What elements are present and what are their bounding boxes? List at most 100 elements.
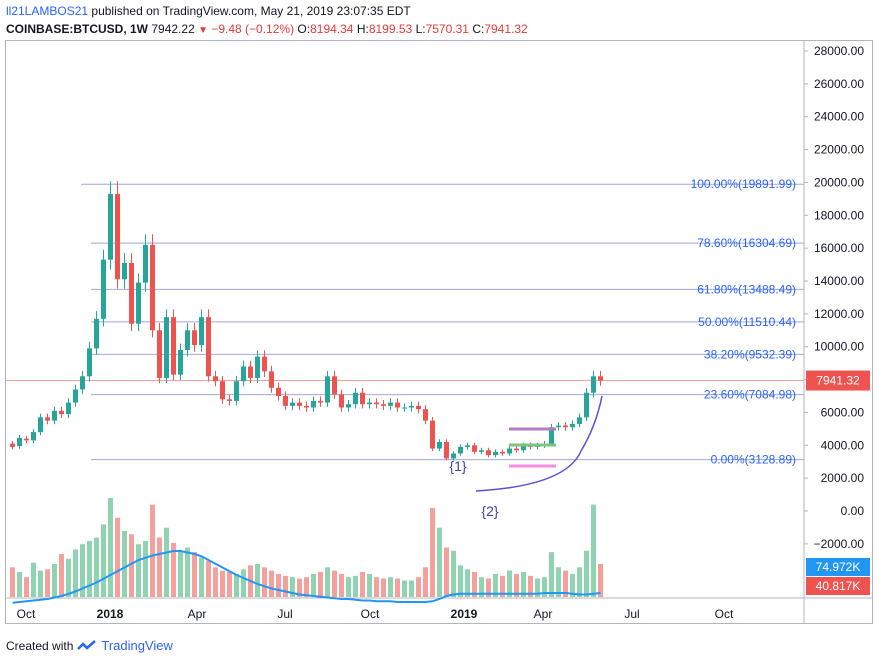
candle-body xyxy=(192,330,197,346)
candle-body xyxy=(178,350,183,375)
volume-last-box xyxy=(806,577,870,595)
time-tick-label: Jul xyxy=(624,607,639,621)
symbol-name[interactable]: COINBASE:BTCUSD, 1W xyxy=(6,22,149,36)
price-tick-label: 12000.00 xyxy=(814,307,864,321)
tradingview-brand[interactable]: TradingView xyxy=(101,638,173,653)
candle-body xyxy=(297,402,302,406)
candle-body xyxy=(493,451,498,456)
volume-bar xyxy=(318,571,323,597)
volume-bar xyxy=(227,571,232,597)
candle-body xyxy=(395,402,400,408)
candle-body xyxy=(262,356,267,372)
candle-body xyxy=(164,317,169,378)
chart-frame[interactable]: 28000.00 26000.00 24000.00 22000.00 20000.00… xyxy=(5,40,873,624)
candle-body xyxy=(591,376,596,393)
volume-bar xyxy=(276,573,281,597)
price-tick-label: 14000.00 xyxy=(814,274,864,288)
volume-bar xyxy=(451,550,456,597)
candle-body xyxy=(332,376,337,395)
candle-body xyxy=(269,371,274,388)
volume-bar xyxy=(381,578,386,597)
volume-bar xyxy=(402,580,407,597)
volume-bar xyxy=(206,560,211,597)
candle-body xyxy=(444,442,449,459)
volume-bar xyxy=(416,577,421,597)
candle-body xyxy=(248,366,253,378)
annotation-1: {1} xyxy=(449,458,466,474)
candle-body xyxy=(52,410,57,421)
high-value: 8199.53 xyxy=(368,22,413,36)
price-chart[interactable]: 28000.00 26000.00 24000.00 22000.00 20000.00… xyxy=(6,41,872,623)
volume-bar xyxy=(262,567,267,597)
footer: Created with TradingView xyxy=(6,638,173,653)
volume-bar xyxy=(486,578,491,597)
time-tick-label: 2019 xyxy=(451,607,478,621)
candle-body xyxy=(115,193,120,280)
volume-bar xyxy=(409,580,414,597)
tradingview-logo-icon xyxy=(77,639,97,650)
candle-body xyxy=(311,400,316,408)
volume-bar xyxy=(458,565,463,597)
candle-body xyxy=(66,402,71,415)
volume-bar xyxy=(304,577,309,597)
candle-body xyxy=(514,448,519,451)
volume-bar xyxy=(339,573,344,597)
volume-bar xyxy=(395,578,400,597)
author-link[interactable]: ll21LAMBOS21 xyxy=(6,4,89,18)
volume-bar xyxy=(556,567,561,597)
fib-level-label: 0.00%(3128.89) xyxy=(711,453,796,467)
volume-ma-label: 74.972K xyxy=(816,560,861,574)
volume-bar xyxy=(73,549,78,597)
price-tick-label: 4000.00 xyxy=(821,438,865,452)
candle-body xyxy=(38,417,43,433)
price-tick-label: 18000.00 xyxy=(814,208,864,222)
candle-body xyxy=(360,392,365,405)
volume-bar xyxy=(143,540,148,597)
volume-bar xyxy=(94,537,99,597)
high-label: H: xyxy=(356,22,369,36)
volume-bar xyxy=(199,557,204,597)
candle-body xyxy=(185,330,190,350)
candle-body xyxy=(451,453,456,459)
candle-body xyxy=(486,450,491,456)
symbol-info: COINBASE:BTCUSD, 1W 7942.22 ▼ −9.48 (−0.… xyxy=(6,22,528,36)
candle-body xyxy=(381,404,386,406)
candle-body xyxy=(402,407,407,409)
candle-body xyxy=(304,405,309,408)
candle-body xyxy=(171,317,176,375)
candle-body xyxy=(325,376,330,403)
candle-body xyxy=(570,423,575,428)
time-tick-label: Oct xyxy=(715,607,734,621)
volume-last-label: 40.817K xyxy=(816,579,861,593)
candle-body xyxy=(556,425,561,428)
volume-bar xyxy=(24,577,29,597)
volume-bar xyxy=(185,547,190,597)
low-label: L: xyxy=(415,22,426,36)
price-tick-label: 16000.00 xyxy=(814,241,864,255)
volume-bar xyxy=(346,577,351,597)
volume-bar xyxy=(444,547,449,597)
close-value: 7941.32 xyxy=(484,22,528,36)
candle-body xyxy=(157,330,162,378)
volume-bar xyxy=(17,571,22,597)
candle-body xyxy=(577,417,582,424)
volume-bar xyxy=(283,575,288,597)
annotation-2: {2} xyxy=(481,503,498,519)
time-tick-label: Oct xyxy=(17,607,36,621)
volume-bar xyxy=(430,507,435,597)
volume-bar xyxy=(10,567,15,597)
volume-bar xyxy=(598,564,603,597)
fib-level-label: 50.00%(11510.44) xyxy=(698,315,796,329)
candle-body xyxy=(549,427,554,444)
time-tick-label: 2018 xyxy=(97,607,124,621)
time-tick-label: Oct xyxy=(361,607,380,621)
volume-bar xyxy=(52,564,57,597)
volume-bar xyxy=(108,498,113,597)
volume-bar xyxy=(577,567,582,597)
volume-bar xyxy=(563,570,568,597)
candle-body xyxy=(45,417,50,421)
volume-bar xyxy=(500,575,505,597)
candle-body xyxy=(10,443,15,447)
candle-body xyxy=(206,317,211,377)
candle-body xyxy=(227,399,232,401)
